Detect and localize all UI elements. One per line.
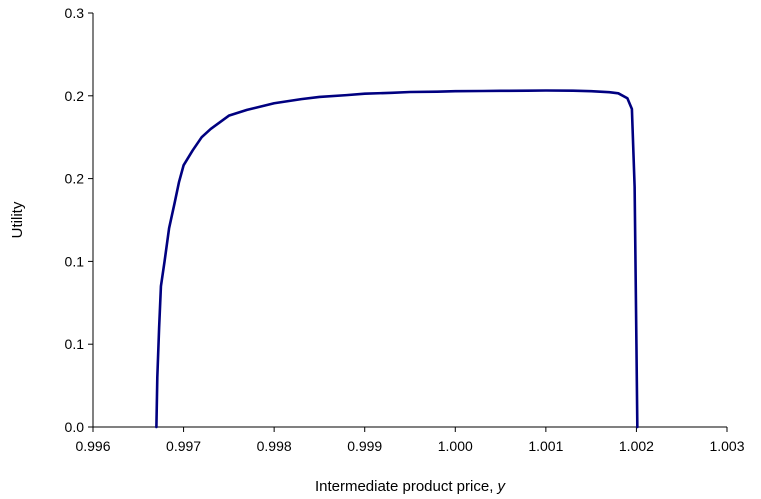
x-tick-label: 0.998 bbox=[257, 438, 292, 454]
y-tick-label: 0.3 bbox=[65, 5, 85, 21]
y-tick-label: 0.2 bbox=[65, 88, 85, 104]
x-tick-label: 1.003 bbox=[709, 438, 744, 454]
x-tick-label: 1.002 bbox=[619, 438, 654, 454]
x-axis-ticks: 0.996 0.997 0.998 0.999 1.000 1.001 1.002 1.003 bbox=[75, 427, 745, 454]
x-tick-label: 1.000 bbox=[438, 438, 473, 454]
y-axis-ticks: 0.0 0.1 0.1 0.2 0.2 0.3 bbox=[65, 5, 93, 435]
x-tick-label: 0.996 bbox=[75, 438, 110, 454]
y-tick-label: 0.2 bbox=[65, 171, 85, 187]
x-axis-title-variable: y bbox=[497, 478, 507, 495]
x-tick-label: 0.999 bbox=[347, 438, 382, 454]
y-axis-title: Utility bbox=[9, 201, 26, 238]
x-axis-title-text: Intermediate product price, bbox=[315, 478, 493, 495]
y-tick-label: 0.1 bbox=[65, 336, 85, 352]
x-axis-title: Intermediate product price, y bbox=[315, 478, 507, 495]
y-tick-label: 0.1 bbox=[65, 253, 85, 269]
utility-series-line bbox=[155, 89, 639, 429]
x-tick-label: 1.001 bbox=[528, 438, 563, 454]
x-tick-label: 0.997 bbox=[166, 438, 201, 454]
y-tick-label: 0.0 bbox=[65, 419, 85, 435]
